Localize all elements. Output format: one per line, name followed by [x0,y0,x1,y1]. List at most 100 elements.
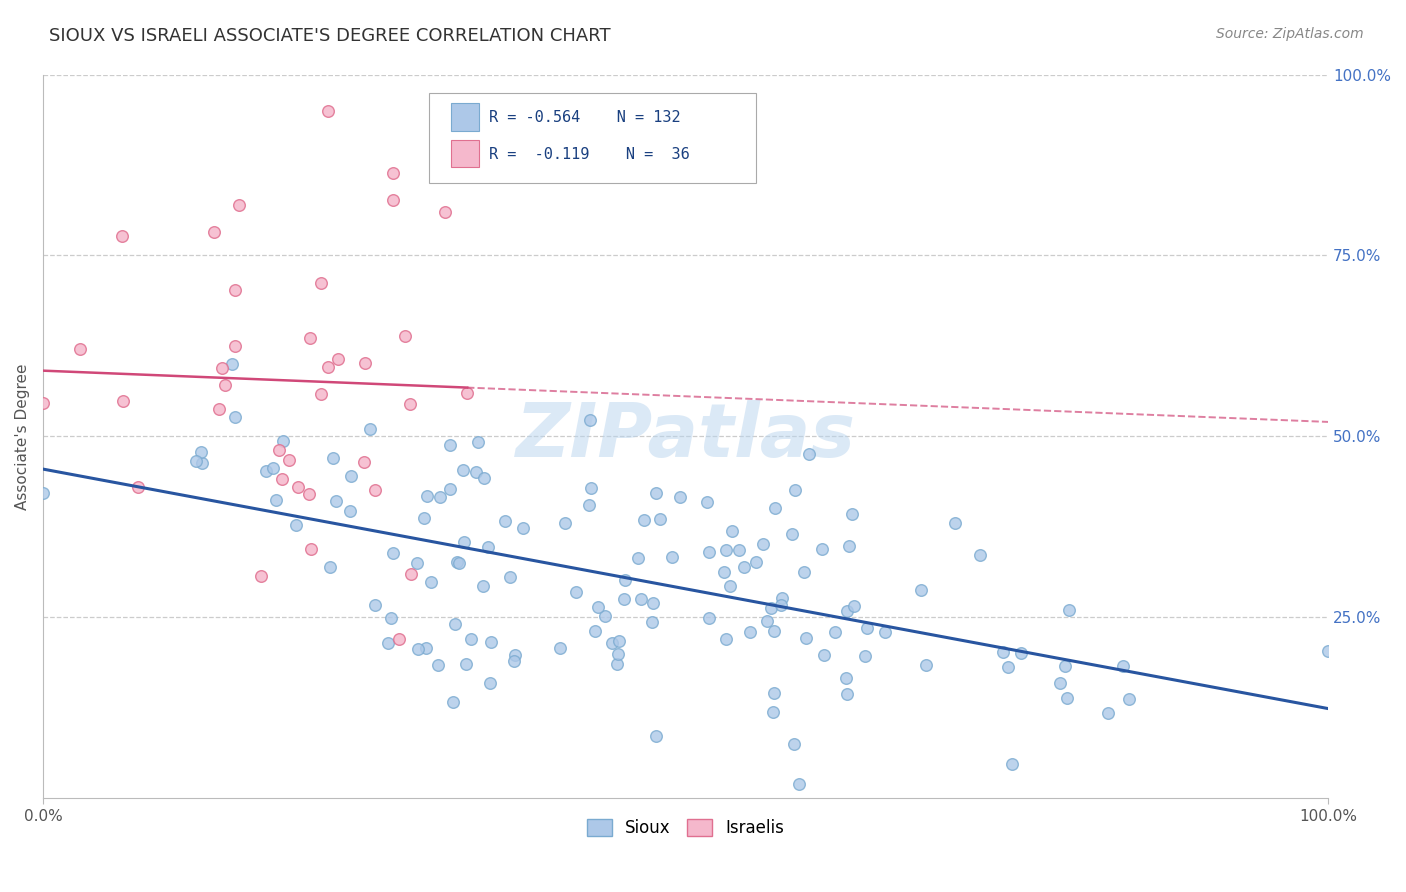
Point [478,676,501,690]
Point [770,591,793,605]
Point [838,539,860,553]
Point [398,397,420,411]
Point [699,611,721,625]
Point [298,487,321,501]
Point [835,671,858,685]
Point [190,456,212,470]
Point [1317,644,1340,658]
Point [406,641,429,656]
Point [456,386,478,401]
Point [991,645,1014,659]
Point [721,524,744,539]
Point [433,205,456,219]
Point [388,632,411,646]
Point [309,386,332,401]
Point [548,641,571,656]
Point [394,329,416,343]
Point [250,568,273,582]
Point [262,460,284,475]
Point [479,635,502,649]
Point [494,514,516,528]
Point [472,471,495,485]
Text: Source: ZipAtlas.com: Source: ZipAtlas.com [1216,27,1364,41]
Point [267,442,290,457]
Point [969,548,991,562]
Point [111,393,134,408]
Point [325,494,347,508]
Point [842,599,865,614]
Point [254,464,277,478]
Point [186,454,208,468]
Point [765,501,787,516]
Point [32,485,55,500]
Point [471,579,494,593]
Point [460,632,482,647]
Point [364,483,387,498]
Point [439,482,461,496]
Point [697,545,720,559]
Point [287,480,309,494]
Point [32,396,55,410]
Point [614,573,637,587]
Point [763,624,786,638]
Point [464,465,486,479]
Point [855,621,877,635]
Point [311,276,333,290]
Point [762,686,785,700]
Point [588,600,610,615]
Y-axis label: Associate's Degree: Associate's Degree [15,363,30,509]
Point [285,517,308,532]
Point [381,546,404,560]
Point [419,574,441,589]
Point [669,490,692,504]
Point [412,511,434,525]
Point [841,507,863,521]
Point [377,636,399,650]
Point [696,495,718,509]
Point [718,579,741,593]
Point [299,541,322,556]
Point [997,660,1019,674]
Point [382,193,405,207]
Point [1112,658,1135,673]
Text: ZIPatlas: ZIPatlas [516,400,856,473]
Point [648,512,671,526]
Point [716,543,738,558]
Point [477,541,499,555]
Point [785,483,807,498]
Point [359,422,381,436]
FancyBboxPatch shape [450,103,479,131]
Point [1059,603,1081,617]
Point [224,283,246,297]
Point [810,542,832,557]
Point [793,565,815,579]
Point [644,486,666,500]
Point [824,624,846,639]
Point [1049,676,1071,690]
Point [787,777,810,791]
Point [1000,757,1022,772]
Point [127,480,149,494]
Point [211,360,233,375]
Point [406,556,429,570]
Point [353,455,375,469]
Point [835,687,858,701]
Point [446,555,468,569]
Point [661,549,683,564]
Text: R =  -0.119    N =  36: R = -0.119 N = 36 [489,146,690,161]
Point [578,499,600,513]
Point [769,599,792,613]
Point [752,537,775,551]
Point [214,378,236,392]
Point [799,447,821,461]
Point [745,556,768,570]
Point [728,542,751,557]
Point [381,166,404,180]
Point [503,648,526,662]
Point [353,356,375,370]
Point [266,492,288,507]
Point [512,521,534,535]
Point [224,410,246,425]
Point [427,657,450,672]
Point [915,657,938,672]
